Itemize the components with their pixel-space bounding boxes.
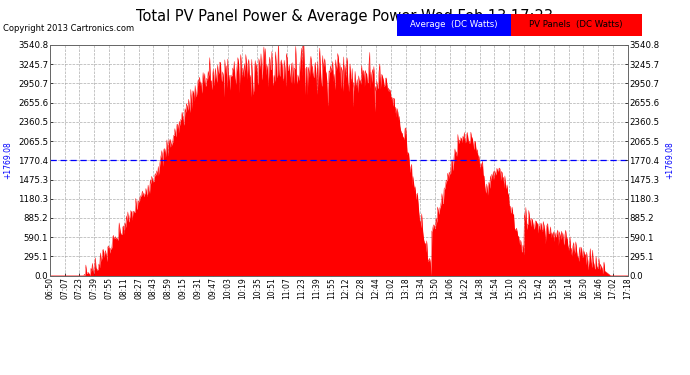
Text: +1769.08: +1769.08 bbox=[3, 141, 12, 179]
Text: Total PV Panel Power & Average Power Wed Feb 13 17:23: Total PV Panel Power & Average Power Wed… bbox=[137, 9, 553, 24]
Text: PV Panels  (DC Watts): PV Panels (DC Watts) bbox=[529, 20, 623, 29]
Text: +1769.08: +1769.08 bbox=[665, 141, 674, 179]
Text: Average  (DC Watts): Average (DC Watts) bbox=[410, 20, 497, 29]
Text: Copyright 2013 Cartronics.com: Copyright 2013 Cartronics.com bbox=[3, 24, 135, 33]
